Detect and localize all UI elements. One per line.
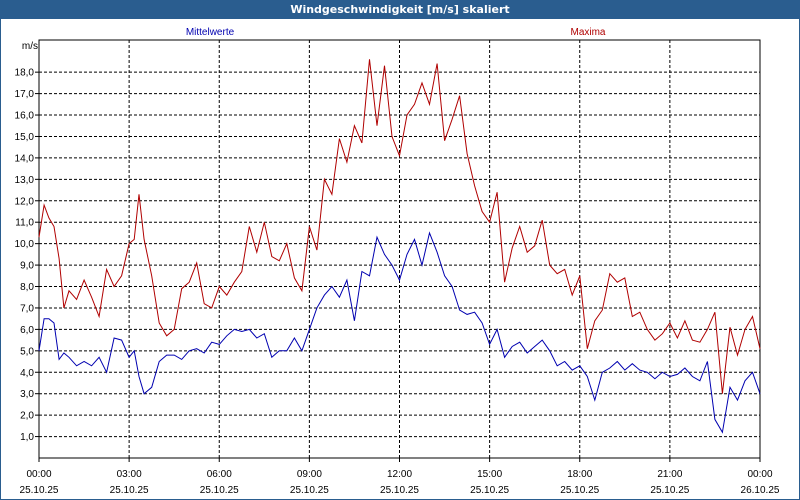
x-tick-time: 18:00 bbox=[567, 469, 592, 480]
y-tick-label: 17,0 bbox=[15, 89, 35, 100]
x-tick-date: 25.10.25 bbox=[650, 485, 689, 496]
y-tick-label: 15,0 bbox=[15, 132, 35, 143]
y-tick-label: 16,0 bbox=[15, 111, 35, 122]
x-tick-date: 25.10.25 bbox=[290, 485, 329, 496]
series-line-maxima bbox=[38, 59, 761, 394]
y-tick-label: 3,0 bbox=[20, 389, 34, 400]
x-tick-time: 00:00 bbox=[747, 469, 772, 480]
x-tick-date: 25.10.25 bbox=[470, 485, 509, 496]
x-tick-date: 25.10.25 bbox=[200, 485, 239, 496]
window-title: Windgeschwindigkeit [m/s] skaliert bbox=[1, 1, 799, 19]
series-lines bbox=[38, 59, 761, 434]
x-tick-date: 26.10.25 bbox=[741, 485, 780, 496]
legend-maxima: Maxima bbox=[570, 27, 605, 38]
y-tick-label: 12,0 bbox=[15, 196, 35, 207]
x-axis: 00:00 25.10.25 03:00 25.10.25 06:00 25.10.25 0… bbox=[20, 458, 780, 496]
x-tick-time: 09:00 bbox=[297, 469, 322, 480]
y-tick-label: 4,0 bbox=[20, 368, 34, 379]
legend-mittelwerte: Mittelwerte bbox=[186, 27, 235, 38]
plot-area bbox=[38, 39, 761, 459]
x-tick-time: 21:00 bbox=[657, 469, 682, 480]
y-axis-label: m/s bbox=[22, 41, 38, 52]
x-tick-date: 25.10.25 bbox=[20, 485, 59, 496]
y-tick-label: 10,0 bbox=[15, 239, 35, 250]
y-tick-label: 7,0 bbox=[20, 303, 34, 314]
y-tick-label: 11,0 bbox=[15, 218, 34, 229]
grid bbox=[39, 40, 760, 458]
y-tick-label: 13,0 bbox=[15, 175, 35, 186]
y-axis: 1,0 2,0 3,0 4,0 5,0 6,0 7,0 8,0 9,0 10,0 11,0 12,0 1… bbox=[15, 68, 39, 443]
x-tick-time: 15:00 bbox=[477, 469, 502, 480]
y-tick-label: 6,0 bbox=[20, 325, 34, 336]
x-tick-date: 25.10.25 bbox=[380, 485, 419, 496]
x-tick-time: 12:00 bbox=[387, 469, 412, 480]
y-tick-label: 18,0 bbox=[15, 68, 35, 79]
y-tick-label: 1,0 bbox=[20, 432, 34, 443]
y-tick-label: 9,0 bbox=[20, 261, 34, 272]
y-tick-label: 14,0 bbox=[15, 153, 35, 164]
y-tick-label: 2,0 bbox=[20, 411, 34, 422]
series-line-mittelwerte bbox=[38, 231, 761, 434]
x-tick-time: 03:00 bbox=[117, 469, 142, 480]
y-tick-label: 5,0 bbox=[20, 346, 34, 357]
x-tick-time: 06:00 bbox=[207, 469, 232, 480]
x-tick-date: 25.10.25 bbox=[560, 485, 599, 496]
y-tick-label: 8,0 bbox=[20, 282, 34, 293]
x-tick-time: 00:00 bbox=[26, 469, 51, 480]
x-tick-date: 25.10.25 bbox=[110, 485, 149, 496]
